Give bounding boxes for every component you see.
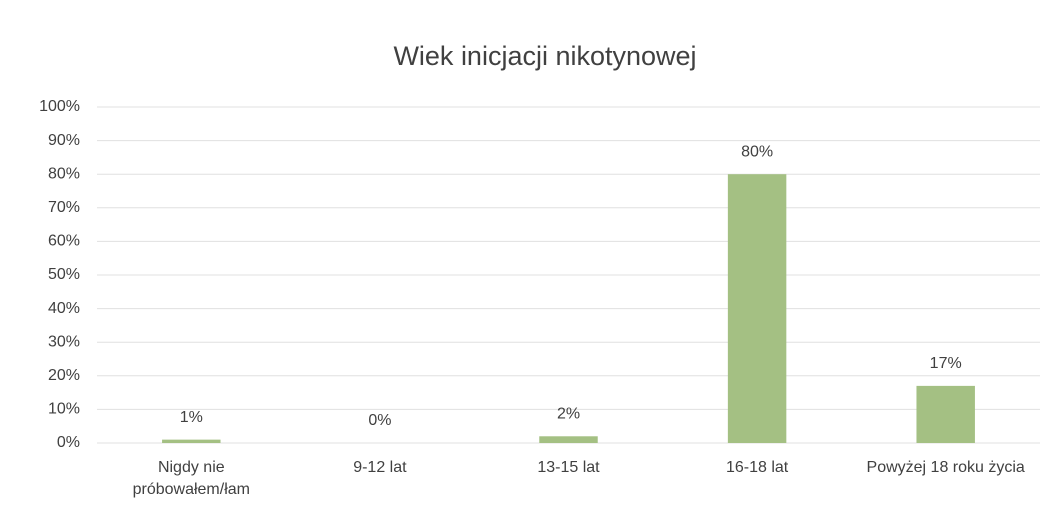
x-tick-label: Powyżej 18 roku życia [866, 459, 1025, 476]
y-tick-label: 90% [48, 132, 80, 149]
data-label: 2% [557, 405, 580, 422]
x-tick-label: 13-15 lat [537, 459, 600, 476]
y-tick-label: 10% [48, 401, 80, 418]
bar [727, 174, 787, 443]
y-tick-label: 100% [39, 98, 80, 115]
x-tick-label: Nigdy nie próbowałem/łam [132, 459, 250, 498]
y-tick-label: 40% [48, 300, 80, 317]
y-tick-label: 20% [48, 367, 80, 384]
y-tick-label: 50% [48, 266, 80, 283]
y-tick-label: 70% [48, 199, 80, 216]
data-label: 0% [368, 412, 391, 429]
bar [162, 439, 221, 443]
y-tick-label: 30% [48, 333, 80, 350]
chart-title: Wiek inicjacji nikotynowej [393, 41, 696, 71]
bar [916, 385, 975, 443]
y-tick-label: 0% [57, 434, 80, 451]
data-label: 17% [930, 355, 962, 372]
y-tick-label: 60% [48, 233, 80, 250]
x-tick-label: 16-18 lat [725, 459, 789, 476]
x-tick-label: 9-12 lat [353, 459, 407, 476]
y-tick-label: 80% [48, 165, 80, 182]
bar [539, 436, 598, 443]
data-label: 80% [741, 143, 773, 160]
data-label: 1% [180, 409, 203, 426]
